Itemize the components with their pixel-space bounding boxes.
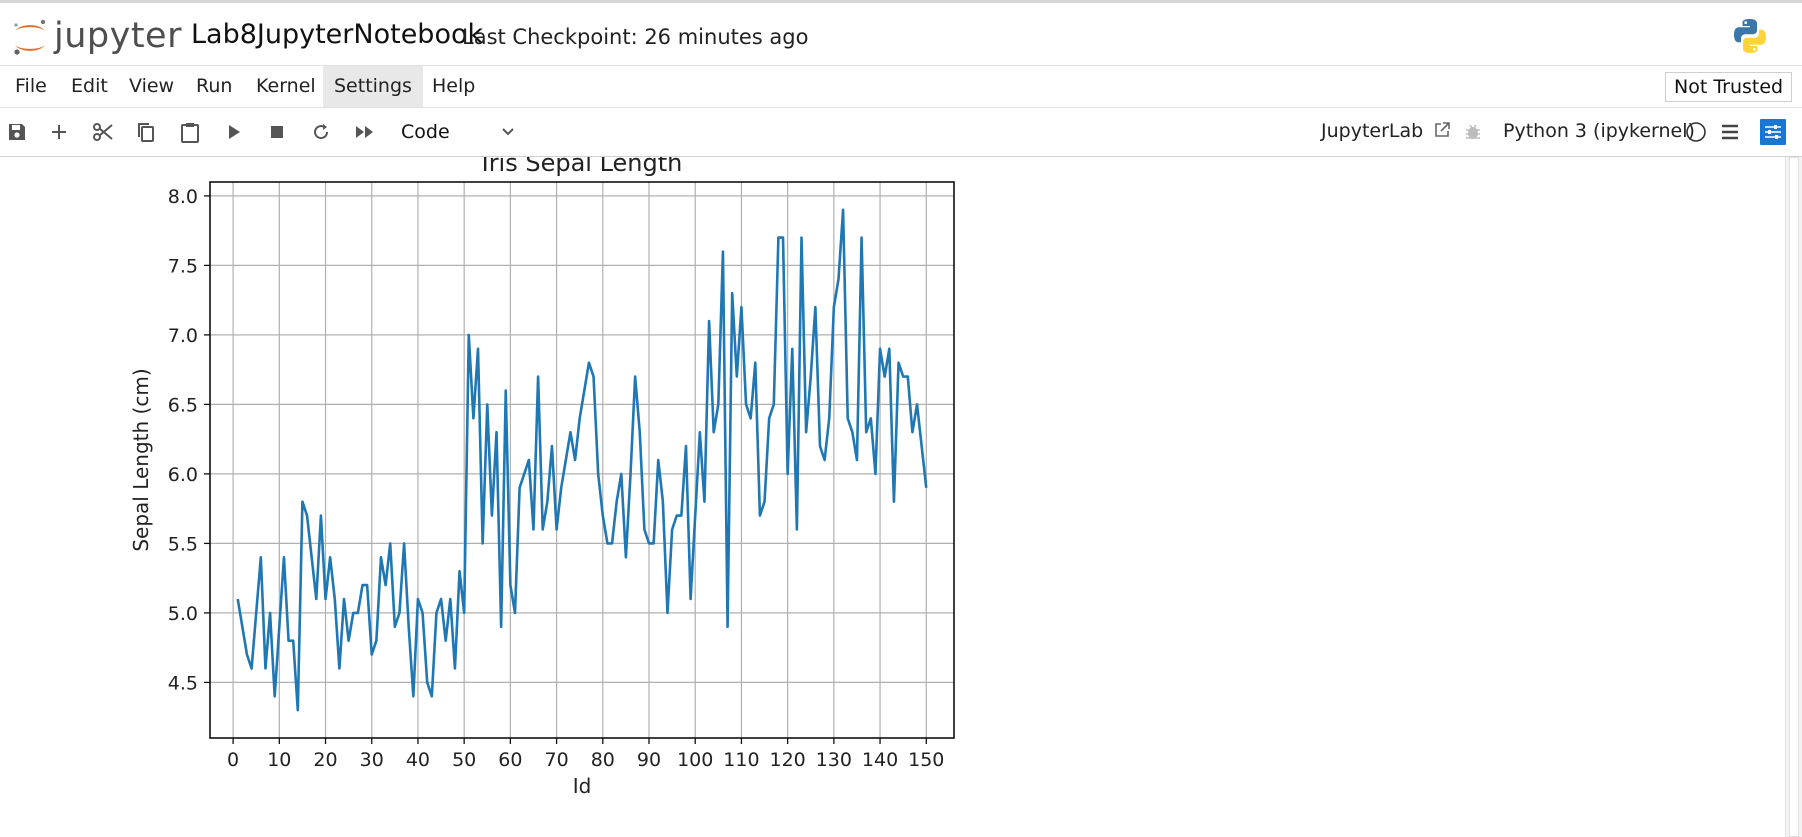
x-tick-label: 90 <box>637 749 661 771</box>
x-tick-label: 110 <box>723 749 759 771</box>
y-tick-label: 6.5 <box>168 394 198 416</box>
interrupt-kernel-button[interactable] <box>263 118 291 146</box>
series-line-sepal-length <box>236 208 928 712</box>
x-tick-label: 0 <box>227 749 239 771</box>
menu-help[interactable]: Help <box>432 75 476 97</box>
line-chart: Iris Sepal Length 0 10 20 30 40 50 60 70 80 90 100 1… <box>129 157 955 798</box>
cell-type-select[interactable]: Code <box>401 116 521 148</box>
x-tick-label: 140 <box>862 749 898 771</box>
y-tick-label: 6.0 <box>168 464 198 486</box>
x-tick-label: 60 <box>498 749 522 771</box>
list-view-button[interactable] <box>1716 118 1744 146</box>
run-icon <box>229 125 240 139</box>
chevron-down-icon <box>502 128 514 136</box>
notebook-toolbar: Code JupyterLab Python 3 (ipykernel) <box>0 108 1802 157</box>
jupyter-logo-icon <box>14 19 46 55</box>
y-tick-label: 5.5 <box>168 533 198 555</box>
bug-icon <box>1466 124 1480 139</box>
header-bar: jupyter Lab8JupyterNotebook Last Checkpo… <box>0 3 1802 66</box>
kernel-status-indicator <box>1682 118 1710 146</box>
restart-kernel-button[interactable] <box>307 118 335 146</box>
menu-edit[interactable]: Edit <box>71 75 108 97</box>
jupyter-logo[interactable]: jupyter <box>12 15 182 59</box>
x-tick-label: 130 <box>816 749 852 771</box>
y-tick-label: 5.0 <box>168 603 198 625</box>
x-tick-label: 120 <box>770 749 806 771</box>
plot-frame <box>209 181 955 739</box>
x-tick-label: 40 <box>406 749 430 771</box>
property-inspector-button[interactable] <box>1759 118 1787 146</box>
vertical-scrollbar[interactable] <box>1785 157 1802 837</box>
jupyterlab-label: JupyterLab <box>1321 120 1424 142</box>
menu-run[interactable]: Run <box>196 75 233 97</box>
external-link-icon <box>1435 122 1451 137</box>
add-cell-button[interactable] <box>45 118 73 146</box>
x-tick-label: 70 <box>544 749 568 771</box>
restart-run-all-button[interactable] <box>351 118 379 146</box>
python-logo-icon <box>1730 16 1770 56</box>
debugger-button[interactable] <box>1459 118 1487 146</box>
open-jupyterlab-link[interactable]: JupyterLab <box>1321 120 1451 142</box>
notebook-title[interactable]: Lab8JupyterNotebook <box>191 19 484 50</box>
y-axis-label: Sepal Length (cm) <box>129 368 153 551</box>
y-tick-label: 7.5 <box>168 255 198 277</box>
stop-icon <box>271 126 283 138</box>
x-tick-label: 10 <box>267 749 291 771</box>
copy-button[interactable] <box>132 118 160 146</box>
jupyter-logo-text: jupyter <box>54 16 182 56</box>
menu-settings[interactable]: Settings <box>323 66 423 107</box>
menu-file[interactable]: File <box>15 75 47 97</box>
restart-icon <box>314 124 329 140</box>
top-border <box>0 0 1802 3</box>
scrollbar-thumb[interactable] <box>1789 157 1799 837</box>
x-tick-label: 150 <box>908 749 944 771</box>
run-cell-button[interactable] <box>220 118 248 146</box>
paste-button[interactable] <box>176 118 204 146</box>
checkpoint-status: Last Checkpoint: 26 minutes ago <box>462 25 809 49</box>
save-icon <box>9 124 25 140</box>
x-tick-label: 30 <box>360 749 384 771</box>
kernel-idle-circle-icon <box>1686 122 1706 142</box>
cell-type-value: Code <box>401 121 450 143</box>
menu-view[interactable]: View <box>129 75 175 97</box>
kernel-name[interactable]: Python 3 (ipykernel) <box>1503 120 1695 142</box>
y-tick-label: 8.0 <box>168 186 198 208</box>
y-tick-label: 4.5 <box>168 672 198 694</box>
menu-bar: File Edit View Run Kernel Settings Help … <box>0 66 1802 108</box>
save-button[interactable] <box>3 118 31 146</box>
menu-kernel[interactable]: Kernel <box>256 75 316 97</box>
x-tick-label: 50 <box>452 749 476 771</box>
chart-title: Iris Sepal Length <box>482 157 683 177</box>
menu-lines-icon <box>1722 124 1738 140</box>
x-tick-label: 80 <box>591 749 615 771</box>
y-tick-label: 7.0 <box>168 325 198 347</box>
paste-icon <box>181 123 199 143</box>
x-axis-label: Id <box>573 774 592 798</box>
fast-forward-icon <box>356 126 373 138</box>
settings-sliders-icon <box>1760 119 1786 145</box>
cut-icon <box>93 123 113 141</box>
cut-button[interactable] <box>89 118 117 146</box>
copy-icon <box>138 123 154 142</box>
x-tick-label: 20 <box>313 749 337 771</box>
notebook-content: Iris Sepal Length 0 10 20 30 40 50 60 70 80 90 100 1… <box>0 157 1785 837</box>
x-tick-label: 100 <box>677 749 713 771</box>
add-cell-icon <box>52 125 66 139</box>
trust-status-button[interactable]: Not Trusted <box>1665 72 1793 102</box>
